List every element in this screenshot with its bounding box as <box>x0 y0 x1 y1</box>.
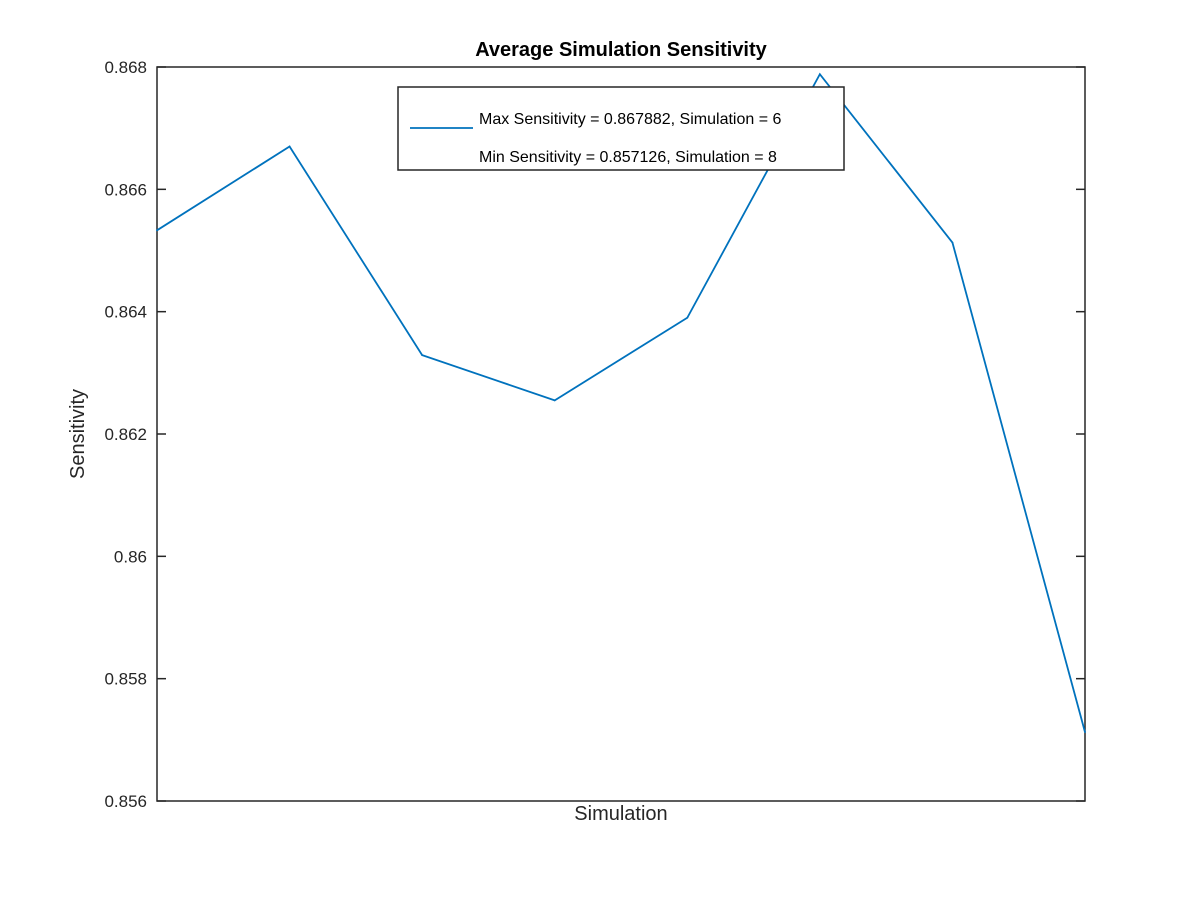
y-tick-label: 0.86 <box>114 547 147 566</box>
series-line <box>156 72 1086 733</box>
legend: Max Sensitivity = 0.867882, Simulation =… <box>397 86 845 171</box>
y-tick-label: 0.862 <box>104 425 147 444</box>
plot-area-frame <box>156 66 1086 802</box>
data-point-8 <box>1084 731 1086 734</box>
data-point-4 <box>553 399 556 402</box>
y-tick-label: 0.858 <box>104 670 147 689</box>
data-point-5 <box>686 316 689 319</box>
y-tick-label: 0.856 <box>104 792 147 811</box>
data-point-3 <box>421 354 424 356</box>
series-points <box>156 73 1086 734</box>
chart-title: Average Simulation Sensitivity <box>475 39 767 61</box>
y-axis-ticks: 0.856 0.858 0.86 0.862 0.864 0.866 0.868 <box>104 58 1085 811</box>
data-point-2 <box>288 145 291 148</box>
x-axis-label: Simulation <box>574 803 667 825</box>
legend-entry-min: Min Sensitivity = 0.857126, Simulation =… <box>479 149 777 166</box>
legend-entry-max: Max Sensitivity = 0.867882, Simulation =… <box>479 111 781 128</box>
y-tick-label: 0.868 <box>104 58 147 77</box>
data-point-7 <box>951 241 954 244</box>
y-tick-label: 0.866 <box>104 180 147 199</box>
y-axis-label: Sensitivity <box>67 389 89 479</box>
data-point-6 <box>818 73 821 76</box>
data-point-1 <box>156 229 158 232</box>
y-tick-label: 0.864 <box>104 303 147 322</box>
